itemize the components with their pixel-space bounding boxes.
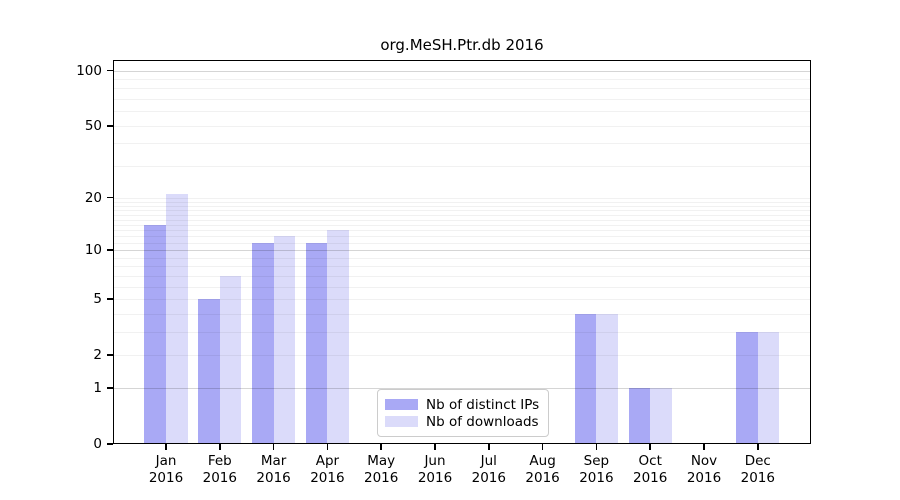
bar-nb-of-distinct-ips-sep (574, 313, 597, 444)
gridline-minor-30 (113, 166, 811, 168)
y-tick-mark-2 (106, 354, 113, 356)
bar-nb-of-distinct-ips-jan (144, 224, 166, 444)
y-tick-label-20: 20 (84, 189, 102, 206)
x-tick-label-aug: Aug 2016 (525, 453, 560, 486)
legend-swatch-downloads (385, 416, 418, 427)
x-tick-label-dec: Dec 2016 (740, 453, 775, 486)
y-tick-mark-20 (106, 196, 113, 199)
bar-nb-of-downloads-apr (327, 230, 350, 444)
bar-nb-of-distinct-ips-apr (305, 242, 328, 444)
x-tick-mark-may (380, 444, 382, 450)
x-tick-mark-feb (219, 444, 221, 450)
legend: Nb of distinct IPs Nb of downloads (377, 389, 549, 437)
gridline-minor-16 (113, 214, 811, 216)
gridline-minor-40 (113, 143, 811, 145)
gridline-minor-3 (113, 331, 811, 333)
gridline-minor-15 (113, 219, 811, 221)
y-tick-mark-50 (106, 125, 113, 127)
gridline-minor-5 (113, 298, 811, 300)
y-tick-label-10: 10 (84, 241, 102, 258)
x-tick-mark-jul (488, 444, 490, 450)
bar-nb-of-downloads-oct (650, 387, 672, 444)
x-tick-label-jun: Jun 2016 (417, 453, 453, 486)
bar-nb-of-downloads-feb (219, 275, 242, 444)
gridline-minor-90 (113, 78, 811, 80)
bar-nb-of-downloads-sep (596, 313, 619, 444)
gridline-minor-12 (113, 236, 811, 238)
y-tick-label-5: 5 (93, 290, 102, 307)
gridline-minor-6 (113, 286, 811, 288)
legend-label-downloads: Nb of downloads (426, 413, 539, 430)
gridline-minor-80 (113, 88, 811, 90)
x-tick-mark-mar (272, 444, 275, 450)
bar-nb-of-distinct-ips-oct (628, 387, 651, 444)
y-tick-mark-10 (106, 249, 113, 251)
x-tick-label-jan: Jan 2016 (148, 453, 184, 486)
bar-nb-of-downloads-mar (273, 236, 296, 444)
x-tick-mark-apr (326, 444, 329, 450)
gridline-major-1 (113, 387, 811, 389)
bar-nb-of-downloads-jan (166, 193, 188, 444)
gridline-major-10 (113, 249, 811, 251)
gridline-minor-4 (113, 313, 811, 315)
gridline-major-100 (113, 70, 811, 72)
gridline-minor-9 (113, 257, 811, 259)
x-tick-mark-oct (649, 444, 651, 450)
y-tick-mark-1 (106, 387, 113, 389)
x-tick-label-sep: Sep 2016 (579, 453, 614, 486)
legend-item-distinct-ips: Nb of distinct IPs (385, 396, 540, 413)
legend-label-distinct-ips: Nb of distinct IPs (426, 396, 540, 413)
y-tick-label-2: 2 (93, 347, 102, 364)
x-tick-mark-dec (757, 444, 759, 450)
x-tick-label-jul: Jul 2016 (471, 453, 506, 486)
x-tick-mark-sep (595, 444, 598, 450)
bar-nb-of-distinct-ips-feb (198, 298, 220, 444)
y-tick-label-100: 100 (76, 62, 102, 79)
gridline-minor-13 (113, 230, 811, 232)
plot-area (113, 60, 811, 444)
y-tick-label-0: 0 (93, 436, 102, 452)
x-tick-mark-jun (434, 444, 436, 450)
gridline-minor-70 (113, 99, 811, 101)
gridline-minor-2 (113, 355, 811, 357)
y-tick-label-50: 50 (84, 117, 102, 134)
legend-item-downloads: Nb of downloads (385, 413, 540, 430)
chart-title: org.MeSH.Ptr.db 2016 (380, 36, 544, 54)
x-tick-label-mar: Mar 2016 (256, 453, 291, 486)
gridline-minor-8 (113, 266, 811, 268)
bar-nb-of-downloads-dec (757, 331, 780, 444)
gridline-minor-19 (113, 201, 811, 203)
legend-swatch-distinct-ips (385, 399, 418, 410)
gridline-minor-11 (113, 242, 811, 244)
bar-nb-of-distinct-ips-dec (736, 331, 758, 444)
x-tick-label-may: May 2016 (364, 453, 399, 486)
gridline-minor-7 (113, 275, 811, 277)
gridline-minor-20 (113, 197, 811, 199)
gridline-minor-60 (113, 111, 811, 113)
gridline-minor-17 (113, 210, 811, 212)
y-tick-mark-100 (106, 69, 113, 72)
gridline-minor-50 (113, 125, 811, 127)
y-tick-mark-0 (106, 443, 113, 445)
x-tick-label-nov: Nov 2016 (686, 453, 722, 486)
x-tick-mark-nov (703, 444, 705, 450)
gridline-minor-14 (113, 224, 811, 226)
x-tick-label-feb: Feb 2016 (202, 453, 237, 486)
x-tick-label-apr: Apr 2016 (310, 453, 345, 486)
x-tick-label-oct: Oct 2016 (633, 453, 668, 486)
x-tick-mark-aug (541, 444, 544, 450)
y-tick-mark-5 (106, 298, 113, 300)
gridline-minor-18 (113, 205, 811, 207)
y-tick-label-1: 1 (93, 379, 102, 396)
bar-nb-of-distinct-ips-mar (251, 242, 274, 444)
x-tick-mark-jan (165, 444, 167, 450)
